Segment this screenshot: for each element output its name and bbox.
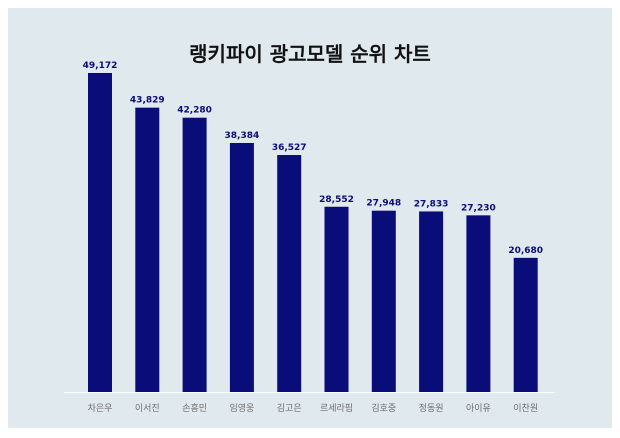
value-label-5: 36,527 <box>272 143 307 153</box>
bar-3 <box>182 117 207 393</box>
value-label-6: 28,552 <box>319 195 354 205</box>
category-label-5: 김고은 <box>277 402 302 414</box>
bar-8 <box>419 211 444 392</box>
bar-chart-plot: 49,172 차은우 43,829 이서진 42,280 손흥민 38,384 임영웅 36,5… <box>64 61 554 414</box>
bar-5 <box>277 155 302 392</box>
category-label-7: 김호중 <box>371 402 396 414</box>
chart-panel: 랭키파이 광고모델 순위 차트 49,172 차은우 43,829 이서진 42,280… <box>8 8 612 428</box>
value-label-7: 27,948 <box>366 199 401 209</box>
value-label-1: 49,172 <box>83 61 118 71</box>
category-label-1: 차은우 <box>88 402 113 414</box>
bar-2 <box>135 107 160 392</box>
value-label-3: 42,280 <box>177 106 212 116</box>
bar-6 <box>324 206 349 392</box>
category-label-10: 이찬원 <box>513 403 538 414</box>
bar-9 <box>466 215 491 392</box>
bar-1 <box>88 73 112 392</box>
chart-title: 랭키파이 광고모델 순위 차트 <box>189 42 431 66</box>
category-label-8: 정동원 <box>419 403 444 414</box>
category-label-2: 이서진 <box>135 403 160 414</box>
bar-4 <box>229 142 254 392</box>
value-label-2: 43,829 <box>130 96 165 106</box>
value-label-10: 20,680 <box>508 246 543 256</box>
bar-7 <box>371 210 396 392</box>
value-label-4: 38,384 <box>225 131 260 141</box>
category-label-4: 임영웅 <box>229 402 254 414</box>
bar-10 <box>513 257 538 392</box>
value-label-8: 27,833 <box>414 199 449 209</box>
category-label-9: 아이유 <box>466 403 491 414</box>
category-label-6: 르세라핌 <box>320 403 353 414</box>
value-label-9: 27,230 <box>461 203 496 213</box>
category-label-3: 손흥민 <box>182 402 207 414</box>
